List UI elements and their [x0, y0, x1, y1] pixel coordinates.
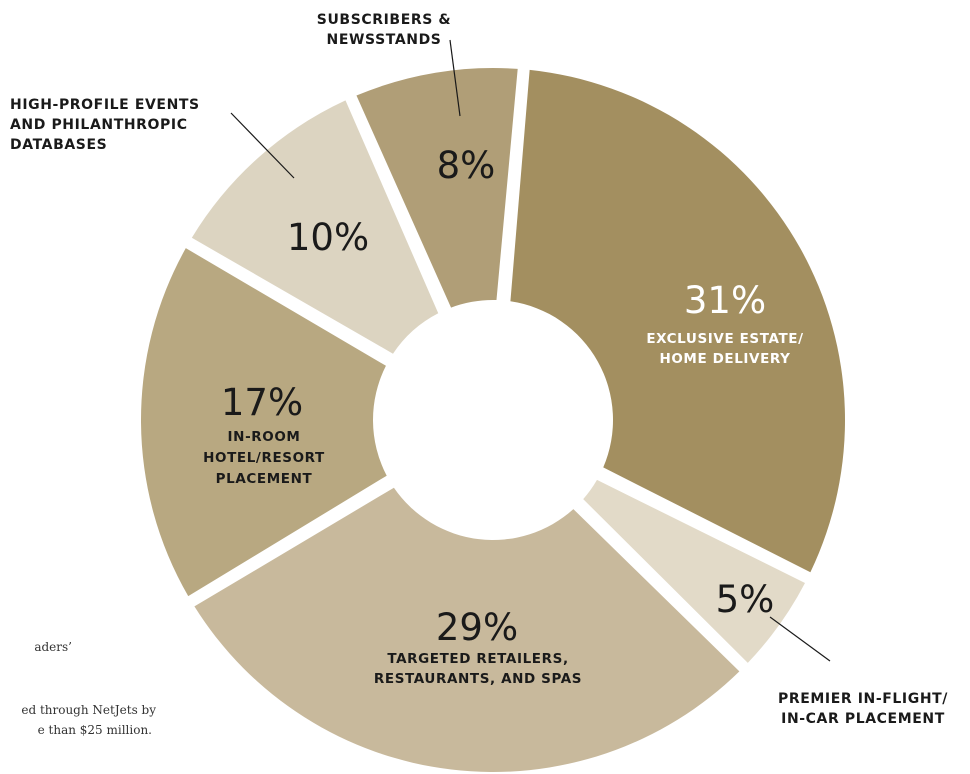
slice-label-events-line2: AND PHILANTHROPIC	[10, 117, 188, 133]
slice-value-inflight: 5%	[716, 578, 775, 621]
slice-label-hotel-line3: PLACEMENT	[216, 471, 313, 487]
slice-inflight	[583, 479, 806, 663]
slice-value-retailers: 29%	[436, 606, 518, 649]
leader-line-inflight	[769, 616, 831, 662]
slice-subscribers	[356, 68, 518, 308]
note-line-3: e than $25 million.	[38, 723, 152, 737]
slice-label-hotel-line2: HOTEL/RESORT	[203, 450, 325, 466]
slice-label-events-line3: DATABASES	[10, 137, 107, 153]
slice-label-retailers-line2: RESTAURANTS, AND SPAS	[374, 671, 582, 687]
leader-line-events	[230, 112, 295, 179]
slice-retailers	[194, 487, 740, 773]
slices-layer	[141, 68, 846, 773]
slice-label-estate-line1: EXCLUSIVE ESTATE/	[646, 331, 803, 347]
slice-hotel	[141, 248, 387, 597]
slice-label-estate-line2: HOME DELIVERY	[659, 351, 790, 367]
slice-label-subscribers-line1: SUBSCRIBERS &	[317, 12, 451, 28]
note-line-2: ed through NetJets by	[21, 703, 156, 717]
slice-label-inflight-line2: IN-CAR PLACEMENT	[781, 711, 945, 727]
slice-label-inflight-line1: PREMIER IN-FLIGHT/	[778, 691, 948, 707]
slice-events	[191, 100, 439, 354]
note-line-1: aders’	[34, 640, 72, 654]
slice-label-subscribers-line2: NEWSSTANDS	[327, 32, 442, 48]
slice-estate	[510, 69, 846, 573]
slice-value-subscribers: 8%	[437, 144, 496, 187]
slice-value-estate: 31%	[684, 279, 766, 322]
slice-label-events-line1: HIGH-PROFILE EVENTS	[10, 97, 200, 113]
slice-value-hotel: 17%	[221, 381, 303, 424]
leader-line-subscribers	[449, 39, 461, 117]
slice-label-hotel-line1: IN-ROOM	[228, 429, 301, 445]
slice-value-events: 10%	[287, 216, 369, 259]
slice-label-retailers-line1: TARGETED RETAILERS,	[387, 651, 568, 667]
